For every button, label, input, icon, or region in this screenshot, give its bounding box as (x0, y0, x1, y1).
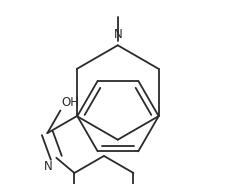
Text: OH: OH (62, 96, 80, 109)
Text: N: N (44, 160, 52, 173)
Text: N: N (113, 28, 122, 41)
